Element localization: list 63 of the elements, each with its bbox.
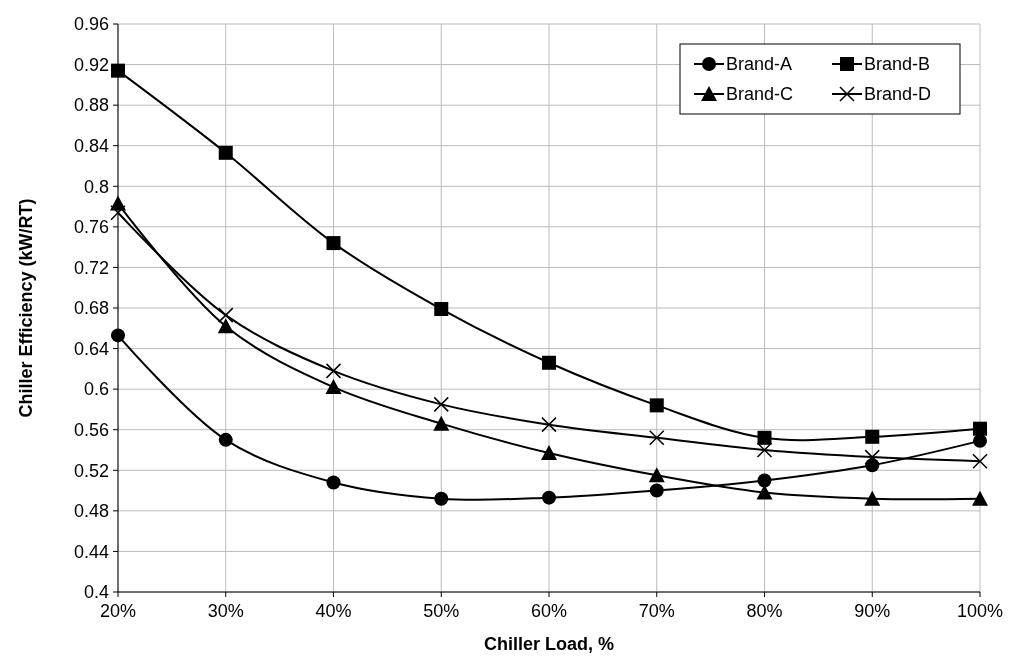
point xyxy=(326,236,341,251)
y-tick-label: 0.92 xyxy=(73,54,109,75)
point xyxy=(542,490,556,505)
point xyxy=(756,442,773,458)
point xyxy=(649,483,664,498)
x-tick-label: 70% xyxy=(638,601,675,621)
point xyxy=(973,433,987,448)
point xyxy=(217,318,234,334)
y-tick-label: 0.56 xyxy=(73,420,109,441)
point xyxy=(757,430,772,445)
point xyxy=(434,491,449,506)
point xyxy=(111,328,125,343)
x-tick-label: 60% xyxy=(530,601,568,621)
point xyxy=(326,475,341,490)
x-tick-label: 50% xyxy=(423,601,460,621)
point xyxy=(864,490,881,506)
point xyxy=(433,415,450,431)
legend-label: Brand-A xyxy=(726,54,793,75)
point xyxy=(649,398,664,413)
point xyxy=(434,302,449,317)
x-tick-label: 80% xyxy=(746,601,783,621)
point xyxy=(865,429,880,444)
y-tick-label: 0.68 xyxy=(73,298,109,319)
y-tick-label: 0.8 xyxy=(83,176,109,197)
point xyxy=(541,445,557,461)
point xyxy=(972,490,988,506)
legend-label: Brand-C xyxy=(726,84,794,105)
x-axis-title: Chiller Load, % xyxy=(483,634,615,654)
y-tick-label: 0.48 xyxy=(73,501,109,522)
x-tick-label: 90% xyxy=(854,601,891,621)
point xyxy=(218,432,233,447)
y-tick-label: 0.44 xyxy=(73,541,109,562)
x-tick-label: 100% xyxy=(956,601,1004,621)
y-tick-label: 0.4 xyxy=(83,582,109,603)
y-tick-label: 0.6 xyxy=(83,379,109,400)
x-tick-label: 40% xyxy=(315,601,352,621)
point xyxy=(649,430,665,446)
point xyxy=(542,355,556,370)
point xyxy=(541,416,557,433)
y-tick-label: 0.52 xyxy=(73,460,109,481)
x-tick-label: 20% xyxy=(99,601,137,621)
x-tick-label: 30% xyxy=(207,601,244,621)
point xyxy=(111,63,125,78)
point xyxy=(973,421,987,436)
point xyxy=(648,467,665,483)
point xyxy=(110,204,126,221)
legend-label: Brand-D xyxy=(864,84,932,105)
y-tick-label: 0.84 xyxy=(73,136,109,157)
point xyxy=(325,379,342,395)
point xyxy=(433,396,449,413)
y-tick-label: 0.76 xyxy=(73,217,109,238)
y-tick-label: 0.64 xyxy=(73,338,109,359)
point xyxy=(864,449,880,465)
point xyxy=(972,453,988,469)
y-axis-title: Chiller Efficiency (kW/RT) xyxy=(16,198,36,418)
point xyxy=(218,145,233,160)
legend-label: Brand-B xyxy=(864,54,931,75)
point xyxy=(218,307,234,323)
point xyxy=(757,473,772,488)
y-tick-label: 0.72 xyxy=(73,257,109,278)
y-tick-label: 0.88 xyxy=(73,95,109,116)
y-tick-label: 0.96 xyxy=(73,14,109,35)
point xyxy=(325,363,342,379)
